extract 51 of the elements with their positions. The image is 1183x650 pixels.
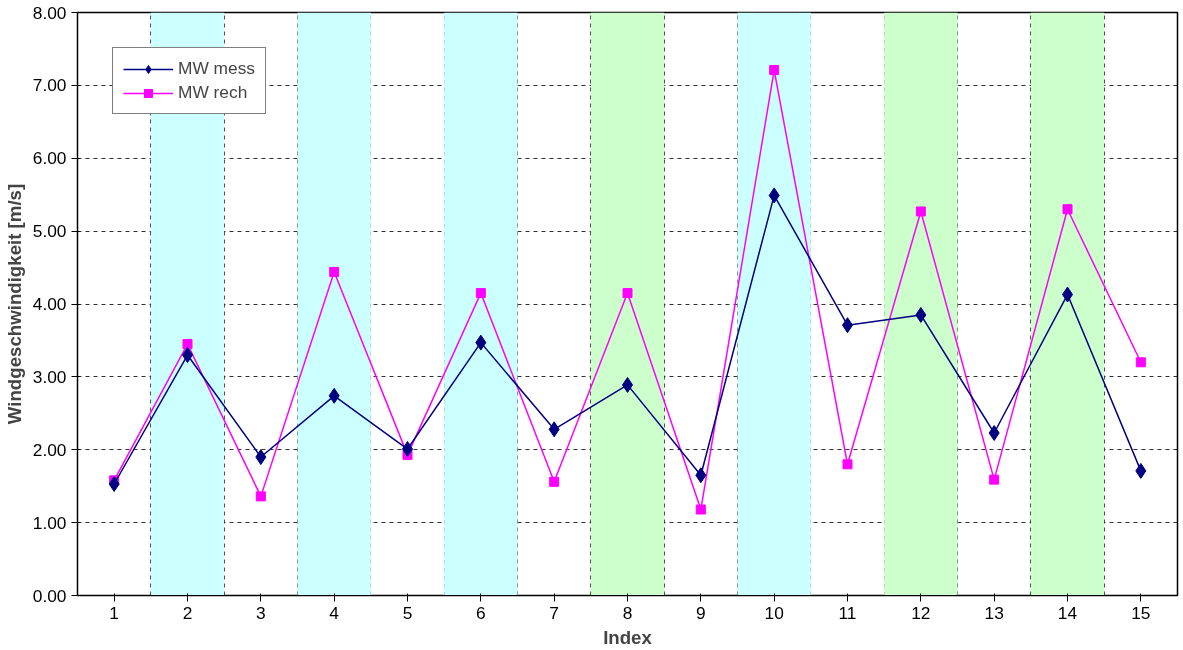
point <box>1062 204 1073 215</box>
x-tick-label: 12 <box>911 602 931 623</box>
point <box>1135 357 1146 368</box>
y-tick-label: 7.00 <box>32 75 67 96</box>
legend-label: MW mess <box>178 58 256 79</box>
point <box>548 421 560 438</box>
point <box>1135 462 1147 479</box>
x-tick-label: 2 <box>182 602 193 623</box>
x-tick-label: 6 <box>476 602 486 623</box>
y-axis-title: Windgeschwindigkeit [m/s] <box>3 183 25 425</box>
point <box>842 459 853 470</box>
point <box>328 387 340 404</box>
point <box>769 65 780 76</box>
point <box>329 266 340 277</box>
x-tick-label: 15 <box>1131 602 1151 623</box>
x-tick-label: 14 <box>1057 602 1078 623</box>
y-tick-label: 3.00 <box>32 366 67 387</box>
x-tick-label: 5 <box>402 602 413 623</box>
y-tick-label: 8.00 <box>32 2 67 23</box>
point <box>255 449 267 466</box>
point <box>182 339 193 350</box>
x-tick-label: 13 <box>984 602 1004 623</box>
point <box>108 476 120 492</box>
point <box>622 288 633 299</box>
x-tick-label: 11 <box>838 602 857 623</box>
x-tick-label: 10 <box>764 602 784 623</box>
x-tick-label: 1 <box>109 602 119 623</box>
y-tick-label: 5.00 <box>32 221 67 242</box>
point <box>915 306 927 323</box>
x-tick-label: 9 <box>696 602 706 623</box>
point <box>475 334 487 351</box>
legend-label: MW rech <box>178 82 248 103</box>
point <box>988 424 1000 441</box>
point <box>255 491 266 502</box>
y-tick-label: 6.00 <box>32 148 67 169</box>
y-tick-label: 1.00 <box>32 512 67 533</box>
x-tick-label: 3 <box>256 602 266 623</box>
point <box>915 206 926 217</box>
x-tick-label: 4 <box>329 602 340 623</box>
x-axis-title: Index <box>603 626 653 648</box>
point <box>989 474 1000 485</box>
point <box>695 467 707 484</box>
y-tick-label: 0.00 <box>32 585 67 606</box>
point <box>768 187 780 204</box>
y-tick-label: 2.00 <box>32 439 67 460</box>
point <box>695 504 706 515</box>
x-tick-label: 8 <box>622 602 633 623</box>
x-tick-label: 7 <box>549 602 559 623</box>
point <box>475 288 486 299</box>
point <box>549 476 560 487</box>
y-tick-label: 4.00 <box>32 294 67 314</box>
